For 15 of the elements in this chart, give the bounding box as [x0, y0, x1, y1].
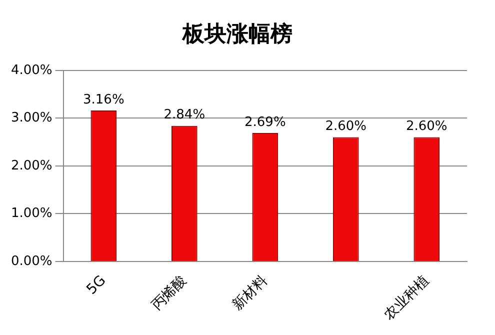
data-label: 2.60%	[406, 119, 448, 134]
chart-title: 板块涨幅榜	[182, 22, 292, 47]
y-tick-label: 0.00%	[10, 254, 52, 269]
data-label: 2.69%	[244, 114, 286, 130]
data-label: 3.16%	[83, 92, 124, 108]
y-tick-label: 4.00%	[10, 62, 52, 78]
x-tick-label: 丙烯酸	[148, 272, 190, 314]
x-tick-label: 5G	[84, 272, 110, 298]
data-label: 2.60%	[325, 119, 367, 134]
x-tick-label: 新材料	[230, 272, 271, 314]
y-tick-label: 3.00%	[10, 110, 52, 126]
y-tick-label: 1.00%	[10, 206, 52, 222]
y-tick-label: 2.00%	[10, 158, 52, 174]
data-label: 2.84%	[164, 108, 206, 123]
x-tick-label: 农业种植	[381, 272, 432, 324]
